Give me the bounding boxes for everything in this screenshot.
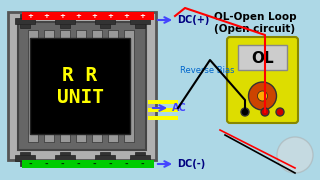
Circle shape (261, 108, 269, 116)
Bar (95, 155, 115, 161)
Text: -: - (108, 159, 112, 168)
Bar (44, 30, 54, 142)
Bar (238, 45, 287, 70)
Text: -: - (76, 159, 80, 168)
Text: +: + (75, 13, 81, 19)
FancyBboxPatch shape (227, 37, 298, 123)
Text: DC(+): DC(+) (177, 15, 209, 25)
Text: +: + (139, 13, 145, 19)
Bar (22, 12, 154, 20)
Text: AC: AC (172, 103, 187, 113)
Text: -: - (44, 159, 48, 168)
Bar (135, 14, 145, 28)
Bar (55, 18, 75, 24)
Bar (148, 108, 178, 112)
Text: -: - (28, 159, 32, 168)
FancyBboxPatch shape (8, 12, 156, 160)
Bar (130, 18, 150, 24)
Bar (124, 30, 134, 142)
Bar (30, 38, 130, 134)
Text: +: + (91, 13, 97, 19)
Bar (108, 30, 118, 142)
Text: -: - (92, 159, 96, 168)
Circle shape (276, 108, 284, 116)
Bar (76, 30, 86, 142)
Bar (15, 18, 35, 24)
FancyBboxPatch shape (18, 22, 146, 150)
Bar (92, 30, 102, 142)
Bar (60, 152, 70, 166)
Circle shape (249, 82, 276, 110)
Bar (135, 152, 145, 166)
Text: OL: OL (251, 51, 274, 66)
Text: +: + (43, 13, 49, 19)
Text: Reverse Bias: Reverse Bias (180, 66, 235, 75)
Bar (20, 14, 30, 28)
Bar (130, 155, 150, 161)
Text: -: - (140, 159, 144, 168)
Circle shape (241, 108, 249, 116)
Text: DC(-): DC(-) (177, 159, 205, 169)
Text: OL-Open Loop
(Open circuit): OL-Open Loop (Open circuit) (214, 12, 296, 34)
Circle shape (258, 91, 268, 101)
Text: +: + (123, 13, 129, 19)
Text: R R
UNIT: R R UNIT (57, 66, 103, 107)
Bar (148, 100, 178, 104)
Bar (28, 30, 38, 142)
Bar (148, 116, 178, 120)
Bar (55, 155, 75, 161)
Bar (20, 152, 30, 166)
Bar (60, 14, 70, 28)
Text: -: - (60, 159, 64, 168)
Circle shape (277, 137, 313, 173)
Bar (60, 30, 70, 142)
Text: +: + (107, 13, 113, 19)
Text: -: - (124, 159, 128, 168)
Text: +: + (27, 13, 33, 19)
Bar (100, 152, 110, 166)
Bar (100, 14, 110, 28)
Bar (15, 155, 35, 161)
Bar (22, 160, 154, 168)
Text: +: + (59, 13, 65, 19)
Bar (95, 18, 115, 24)
